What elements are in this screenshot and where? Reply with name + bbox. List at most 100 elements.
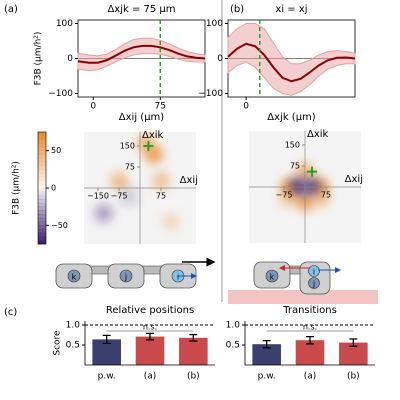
x-axis-label: Δxij (μm): [119, 112, 164, 123]
x-tick-label: p.w.: [98, 372, 116, 382]
colorbar-cell: [38, 143, 46, 148]
panel-label: (c): [4, 307, 17, 318]
confidence-band: [227, 23, 356, 96]
error-bar: [102, 334, 111, 345]
colorbar-cell: [38, 232, 46, 237]
heat-blob: [94, 204, 113, 223]
colorbar-cell: [38, 180, 46, 185]
colorbar-cell: [38, 150, 46, 155]
y-tick-label: 0: [67, 54, 73, 64]
cell-label: j: [312, 280, 315, 289]
heat-blob: [312, 189, 331, 208]
error-bar: [262, 339, 271, 349]
chart-title: Transitions: [282, 305, 337, 316]
colorbar-cell: [38, 173, 46, 178]
colorbar-cell: [38, 214, 46, 219]
colorbar-cell: [38, 161, 46, 166]
confidence-band: [77, 37, 206, 72]
axes: [84, 321, 215, 366]
cell-label: i: [313, 268, 315, 277]
colorbar-cell: [38, 206, 46, 211]
heat-blob: [161, 212, 180, 231]
y-tick-label: −100: [198, 89, 223, 99]
colorbar-cell: [38, 229, 46, 234]
y-tick-label: 1.0: [66, 321, 81, 331]
bar: [135, 336, 165, 365]
marker: [307, 166, 317, 177]
x-tick-label: 75: [155, 102, 166, 112]
colorbar-cell: [38, 169, 46, 174]
chart-title: Δxjk = 75 μm: [107, 4, 175, 15]
y-tick-label: 100: [56, 19, 73, 29]
cell-diagram-a: k j i: [55, 257, 216, 289]
x-tick-label: 75: [156, 192, 166, 201]
colorbar-cell: [38, 240, 46, 245]
x-tick-label: (b): [347, 372, 360, 382]
chart-title: Relative positions: [106, 305, 194, 316]
y-axis-label: Score: [53, 330, 63, 356]
error-bar: [349, 338, 358, 347]
heat-blob: [110, 172, 128, 190]
x-tick-label: (b): [187, 372, 200, 382]
colorbar-label: F3B (μm/h²): [12, 161, 22, 215]
colorbar-cell: [38, 188, 46, 193]
x-axis-label: Δxij: [345, 174, 363, 185]
y-tick-label: 75: [125, 163, 135, 172]
y-tick-label: 0.5: [66, 341, 80, 351]
y-tick-label: 0: [217, 54, 223, 64]
heat-blob: [279, 189, 298, 208]
heat-blob: [136, 134, 155, 153]
y-axis-label: Δxik: [307, 129, 329, 140]
x-tick-label: 0: [90, 102, 96, 112]
y-axis-label: Δxik: [142, 130, 164, 141]
colorbar-cell: [38, 154, 46, 159]
y-tick-label: 150: [285, 141, 300, 150]
colorbar-cell: [38, 210, 46, 215]
colorbar-cell: [38, 195, 46, 200]
cell-diagram-b: k i j: [228, 261, 378, 304]
colorbar-cell: [38, 135, 46, 140]
cell-label: k: [270, 273, 275, 282]
cell-label: j: [124, 273, 127, 282]
y-tick-label: 1.0: [226, 321, 241, 331]
y-tick-label: 150: [120, 142, 135, 151]
colorbar-cell: [38, 132, 46, 137]
x-tick-label: 75: [321, 191, 331, 200]
heat-blob: [119, 187, 138, 206]
annotation: n.s.: [143, 323, 157, 332]
mean-line: [227, 42, 356, 83]
y-axis-label: F3B (μm/h²): [34, 32, 44, 86]
y-tick-label: 100: [206, 19, 223, 29]
colorbar-cell: [38, 176, 46, 181]
y-tick-label: 0.5: [226, 341, 240, 351]
cell-label: k: [72, 273, 77, 282]
marker: [143, 141, 154, 151]
colorbar-cell: [38, 199, 46, 204]
x-tick-label: −75: [111, 192, 128, 201]
cell-label: i: [177, 273, 179, 282]
colorbar-cell: [38, 236, 46, 241]
colorbar-cell: [38, 184, 46, 189]
colorbar-cell: [38, 146, 46, 151]
bar: [339, 342, 368, 365]
heat-blob: [152, 172, 170, 190]
x-axis-label: Δxjk (μm): [267, 112, 316, 123]
bar: [179, 337, 208, 365]
colorbar-cell: [38, 221, 46, 226]
colorbar-tick-label: 50: [51, 146, 61, 155]
panel-label: (b): [230, 4, 244, 15]
error-bar: [146, 332, 154, 341]
error-bar: [306, 335, 314, 345]
x-tick-label: (a): [144, 372, 157, 382]
axes: [244, 321, 375, 366]
panel-label: (a): [4, 4, 18, 15]
bar: [252, 344, 281, 365]
colorbar-tick-label: 0: [51, 184, 56, 193]
x-tick-label: −150: [87, 192, 109, 201]
colorbar-cell: [38, 225, 46, 230]
x-tick-label: (a): [304, 372, 317, 382]
y-tick-label: 75: [290, 162, 300, 171]
error-bar: [189, 333, 198, 342]
x-axis-label: Δxij: [180, 175, 198, 186]
